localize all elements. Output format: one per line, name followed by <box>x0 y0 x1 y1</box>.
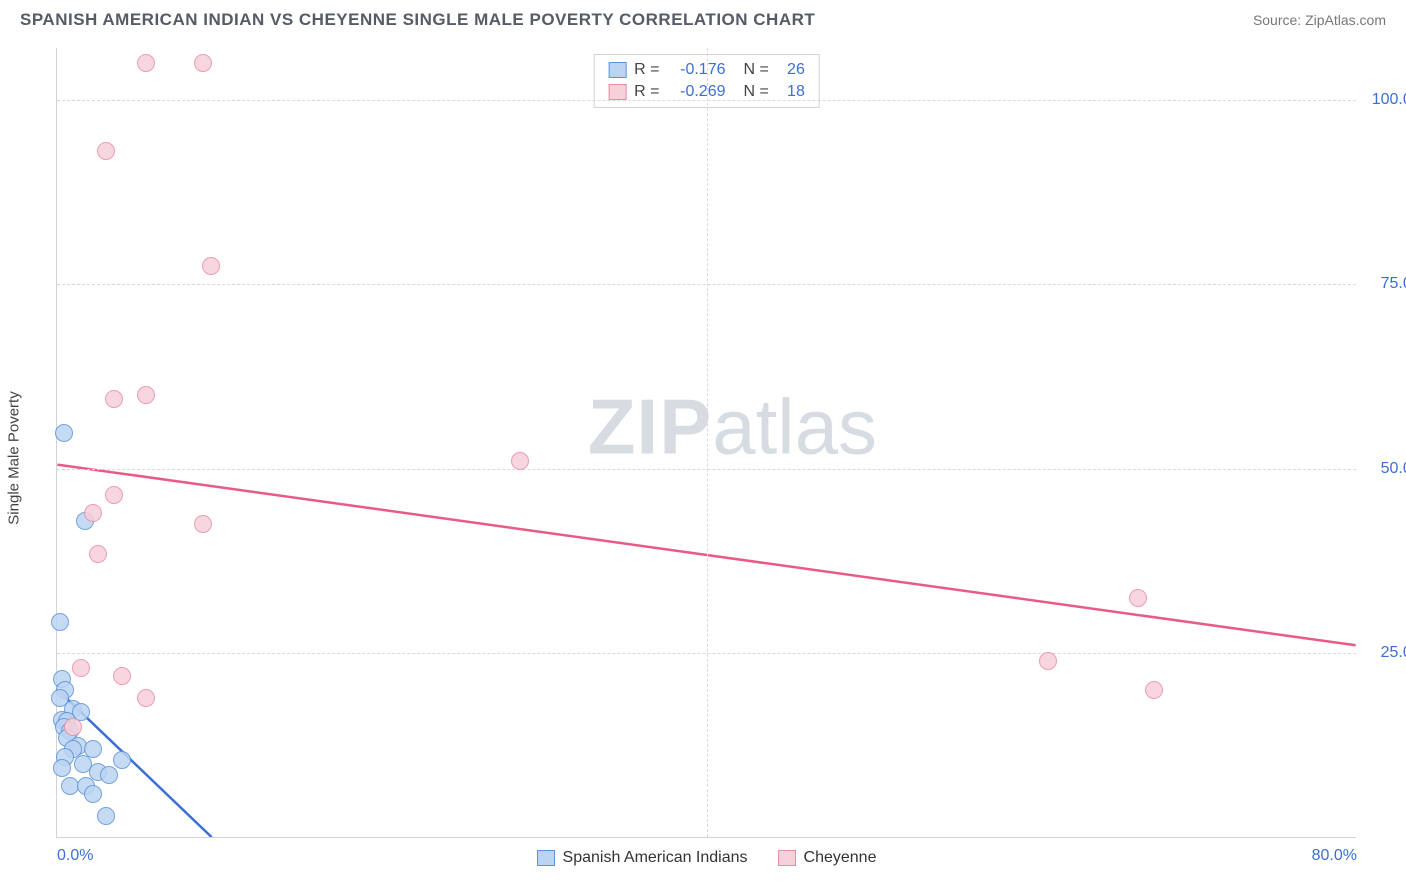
r-label: R = <box>634 83 659 101</box>
data-point <box>100 766 118 784</box>
n-label: N = <box>744 83 769 101</box>
legend: Spanish American Indians Cheyenne <box>537 849 877 867</box>
y-tick-label: 25.0% <box>1381 644 1406 662</box>
x-tick-label: 0.0% <box>57 847 93 865</box>
stats-swatch <box>608 62 626 78</box>
x-tick-label: 80.0% <box>1312 847 1357 865</box>
n-value: 18 <box>777 83 805 101</box>
data-point <box>113 667 131 685</box>
source-attribution: Source: ZipAtlas.com <box>1253 12 1386 28</box>
data-point <box>105 390 123 408</box>
source-label: Source: <box>1253 12 1305 28</box>
data-point <box>97 807 115 825</box>
data-point <box>511 452 529 470</box>
data-point <box>202 257 220 275</box>
data-point <box>51 613 69 631</box>
legend-swatch <box>778 850 796 866</box>
source-name: ZipAtlas.com <box>1305 12 1386 28</box>
y-tick-label: 50.0% <box>1381 460 1406 478</box>
data-point <box>72 659 90 677</box>
chart-title: SPANISH AMERICAN INDIAN VS CHEYENNE SING… <box>20 10 815 30</box>
data-point <box>137 54 155 72</box>
chart-container: Single Male Poverty ZIPatlas R =-0.176N … <box>20 48 1386 868</box>
r-value: -0.269 <box>668 83 726 101</box>
n-label: N = <box>744 61 769 79</box>
y-tick-label: 75.0% <box>1381 275 1406 293</box>
watermark: ZIPatlas <box>588 381 877 472</box>
y-axis-label: Single Male Poverty <box>6 391 23 524</box>
plot-area: ZIPatlas R =-0.176N =26R =-0.269N =18 Sp… <box>56 48 1356 838</box>
data-point <box>1145 681 1163 699</box>
r-value: -0.176 <box>668 61 726 79</box>
data-point <box>53 759 71 777</box>
r-label: R = <box>634 61 659 79</box>
n-value: 26 <box>777 61 805 79</box>
legend-label: Spanish American Indians <box>563 849 748 867</box>
data-point <box>97 142 115 160</box>
gridline-v <box>707 48 708 837</box>
data-point <box>1039 652 1057 670</box>
legend-item: Spanish American Indians <box>537 849 748 867</box>
data-point <box>194 54 212 72</box>
data-point <box>84 785 102 803</box>
data-point <box>137 689 155 707</box>
legend-item: Cheyenne <box>778 849 877 867</box>
legend-label: Cheyenne <box>804 849 877 867</box>
data-point <box>113 751 131 769</box>
y-tick-label: 100.0% <box>1372 91 1406 109</box>
data-point <box>55 424 73 442</box>
data-point <box>89 545 107 563</box>
data-point <box>105 486 123 504</box>
stats-swatch <box>608 84 626 100</box>
data-point <box>1129 589 1147 607</box>
data-point <box>194 515 212 533</box>
legend-swatch <box>537 850 555 866</box>
data-point <box>64 718 82 736</box>
data-point <box>137 386 155 404</box>
data-point <box>84 504 102 522</box>
